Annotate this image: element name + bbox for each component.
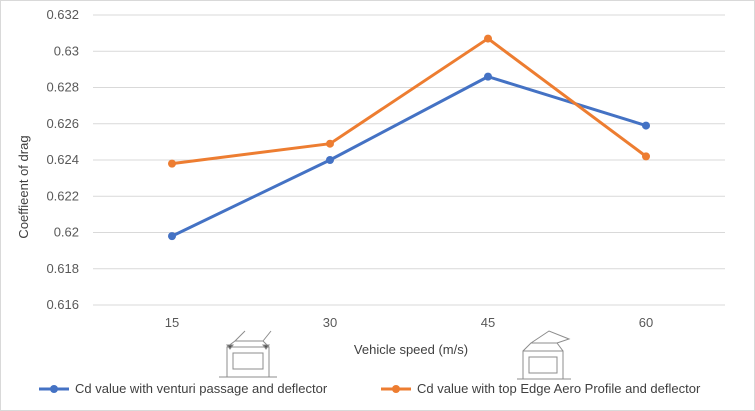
x-tick-label: 30 bbox=[323, 315, 337, 330]
data-point-series-1 bbox=[326, 139, 334, 148]
x-tick-label: 45 bbox=[481, 315, 495, 330]
y-tick-label: 0.616 bbox=[46, 297, 79, 312]
series-line-1 bbox=[171, 37, 647, 166]
legend-marker-aero-profile bbox=[392, 385, 400, 393]
vehicle-sketch-aero-profile-icon bbox=[517, 330, 571, 380]
y-tick-label: 0.63 bbox=[54, 43, 79, 58]
data-point-series-1 bbox=[168, 159, 176, 168]
legend-label-aero-profile: Cd value with top Edge Aero Profile and … bbox=[417, 381, 701, 396]
y-axis-ticks: 0.616 0.618 0.62 0.622 0.624 0.626 0.628 0.63 0.… bbox=[46, 7, 79, 312]
data-point-series-0 bbox=[326, 156, 334, 164]
series-line-0 bbox=[171, 75, 647, 238]
data-point-series-0 bbox=[484, 72, 492, 81]
y-tick-label: 0.62 bbox=[54, 225, 79, 240]
data-point-series-1 bbox=[642, 152, 650, 161]
plot-area bbox=[168, 34, 650, 241]
legend-label-venturi: Cd value with venturi passage and deflec… bbox=[75, 381, 328, 396]
y-tick-label: 0.632 bbox=[46, 7, 79, 22]
y-tick-label: 0.622 bbox=[46, 188, 79, 203]
y-tick-label: 0.618 bbox=[46, 261, 79, 276]
x-axis-ticks: 15 30 45 60 bbox=[165, 315, 653, 330]
x-tick-label: 60 bbox=[639, 315, 653, 330]
legend: Cd value with venturi passage and deflec… bbox=[39, 381, 701, 396]
y-tick-label: 0.624 bbox=[46, 152, 79, 167]
legend-entry-venturi: Cd value with venturi passage and deflec… bbox=[39, 381, 328, 396]
data-point-series-1 bbox=[484, 34, 492, 43]
legend-marker-venturi bbox=[50, 385, 58, 393]
x-axis-label: Vehicle speed (m/s) bbox=[354, 342, 468, 357]
vehicle-sketch-deflector-icon bbox=[219, 330, 277, 378]
x-tick-label: 15 bbox=[165, 315, 179, 330]
gridlines bbox=[93, 14, 725, 306]
data-point-series-0 bbox=[642, 121, 650, 130]
legend-entry-aero-profile: Cd value with top Edge Aero Profile and … bbox=[381, 381, 701, 396]
y-axis-label: Coeffieent of drag bbox=[16, 135, 31, 238]
y-tick-label: 0.628 bbox=[46, 80, 79, 95]
y-tick-label: 0.626 bbox=[46, 116, 79, 131]
data-point-series-0 bbox=[168, 232, 176, 241]
